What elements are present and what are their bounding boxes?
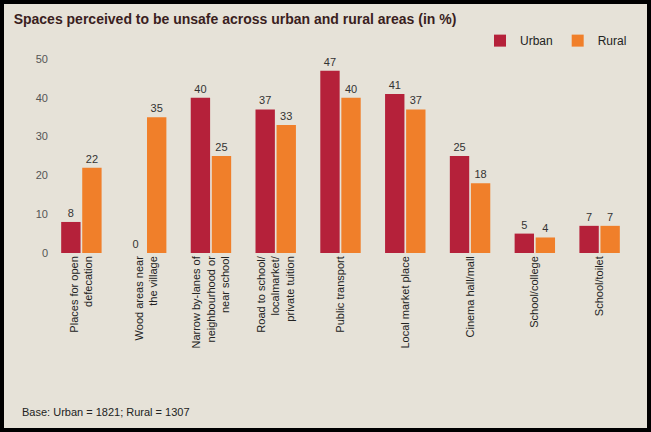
svg-text:0: 0	[42, 247, 48, 259]
svg-text:7: 7	[607, 211, 613, 223]
svg-text:Urban: Urban	[520, 34, 553, 48]
svg-text:8: 8	[68, 207, 74, 219]
svg-text:Narrow by-lanes ofneighbourhoo: Narrow by-lanes ofneighbourhood ornear s…	[190, 255, 231, 348]
svg-text:7: 7	[586, 211, 592, 223]
svg-text:Local market place: Local market place	[399, 256, 411, 348]
svg-text:25: 25	[215, 141, 227, 153]
svg-text:35: 35	[151, 102, 163, 114]
svg-text:Cinema hall/mall: Cinema hall/mall	[464, 256, 476, 337]
svg-text:4: 4	[542, 222, 548, 234]
svg-text:0: 0	[133, 238, 139, 250]
svg-text:Public transport: Public transport	[334, 256, 346, 332]
svg-text:Road to school/localmarket/pri: Road to school/localmarket/private tuiti…	[255, 255, 296, 332]
svg-text:40: 40	[194, 83, 206, 95]
svg-text:40: 40	[36, 92, 48, 104]
svg-text:Spaces perceived to be unsafe: Spaces perceived to be unsafe across urb…	[14, 11, 457, 27]
svg-text:Places for opendefecation: Places for opendefecation	[68, 256, 94, 332]
svg-text:Rural: Rural	[598, 34, 627, 48]
svg-text:37: 37	[410, 94, 422, 106]
svg-text:37: 37	[259, 94, 271, 106]
svg-text:41: 41	[389, 79, 401, 91]
svg-text:Base: Urban = 1821; Rural = 13: Base: Urban = 1821; Rural = 1307	[22, 406, 190, 418]
svg-text:22: 22	[86, 153, 98, 165]
svg-text:18: 18	[474, 168, 486, 180]
svg-text:50: 50	[36, 53, 48, 65]
svg-text:33: 33	[280, 110, 292, 122]
svg-text:School/college: School/college	[528, 256, 540, 328]
svg-text:Wood areas nearthe village: Wood areas nearthe village	[133, 256, 159, 341]
svg-text:30: 30	[36, 130, 48, 142]
svg-text:10: 10	[36, 208, 48, 220]
svg-text:47: 47	[324, 56, 336, 68]
svg-text:5: 5	[521, 219, 527, 231]
svg-text:20: 20	[36, 169, 48, 181]
svg-text:25: 25	[453, 141, 465, 153]
svg-text:40: 40	[345, 83, 357, 95]
svg-text:School/toilet: School/toilet	[593, 256, 605, 316]
